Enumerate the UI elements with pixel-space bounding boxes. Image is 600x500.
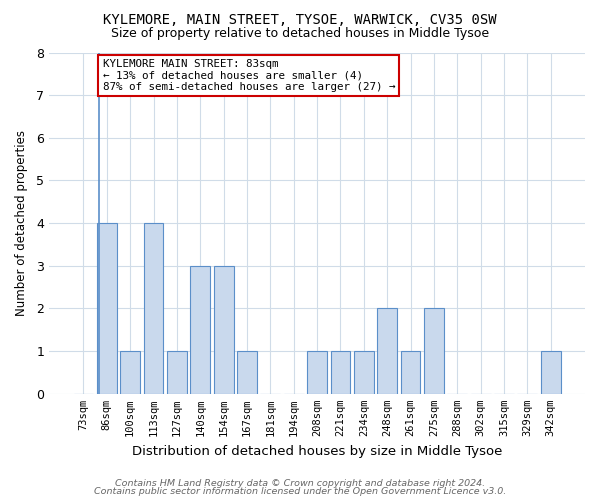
Bar (377, 308, 397, 394)
Bar (331, 351, 350, 394)
Bar (214, 266, 233, 394)
Bar (401, 351, 421, 394)
X-axis label: Distribution of detached houses by size in Middle Tysoe: Distribution of detached houses by size … (132, 444, 502, 458)
Bar (424, 308, 444, 394)
Bar (354, 351, 374, 394)
Bar (237, 351, 257, 394)
Y-axis label: Number of detached properties: Number of detached properties (15, 130, 28, 316)
Text: Contains HM Land Registry data © Crown copyright and database right 2024.: Contains HM Land Registry data © Crown c… (115, 478, 485, 488)
Text: KYLEMORE MAIN STREET: 83sqm
← 13% of detached houses are smaller (4)
87% of semi: KYLEMORE MAIN STREET: 83sqm ← 13% of det… (103, 59, 395, 92)
Bar (307, 351, 327, 394)
Bar (190, 266, 210, 394)
Text: KYLEMORE, MAIN STREET, TYSOE, WARWICK, CV35 0SW: KYLEMORE, MAIN STREET, TYSOE, WARWICK, C… (103, 12, 497, 26)
Text: Contains public sector information licensed under the Open Government Licence v3: Contains public sector information licen… (94, 487, 506, 496)
Bar (167, 351, 187, 394)
Bar (143, 223, 163, 394)
Bar (120, 351, 140, 394)
Bar (97, 223, 117, 394)
Text: Size of property relative to detached houses in Middle Tysoe: Size of property relative to detached ho… (111, 28, 489, 40)
Bar (541, 351, 560, 394)
